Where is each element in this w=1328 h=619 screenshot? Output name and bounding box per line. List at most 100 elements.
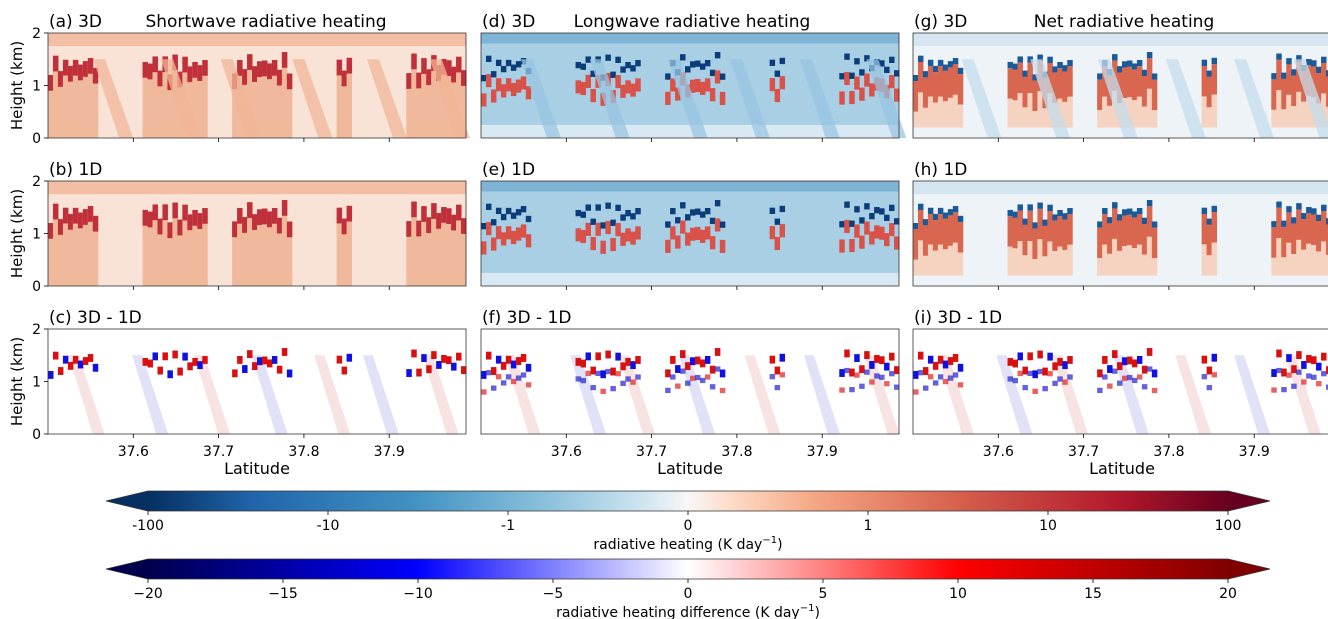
cloud-top-cooling [913,75,919,82]
cloud-top-difference [62,355,69,364]
cloud-top-difference [87,354,94,362]
cloud-layer-heating [1316,73,1322,104]
cloud-layer-heating [952,212,959,243]
cloud-base-difference [485,370,492,376]
cloud-base-difference [1037,368,1043,375]
cloud-top-heating [276,69,283,86]
cloud-top-difference [1102,355,1108,364]
cloud-top-cooling [932,65,939,73]
cloud-top-cooling [1052,66,1058,73]
cloud-column [242,217,248,286]
cloud-top-cooling [1286,58,1292,65]
cloud-top-cooling [515,209,522,216]
colorbar-tick-label: -100 [132,518,164,534]
cloud-column [67,65,74,138]
cloud-layer-heating [1281,78,1287,110]
cloud-top-cooling [937,207,944,215]
cloud-top-cooling [580,63,586,70]
cloud-top-cooling [505,207,512,215]
cloud-base-difference [590,384,596,391]
cloud-layer-heating [1042,225,1048,257]
cloud-base-difference [675,383,681,389]
shadow-streak [292,59,333,138]
cloud-top-difference [1131,359,1138,368]
cloud-top-difference [839,369,845,377]
cloud-top-difference [595,352,601,361]
cloud-top-heating [187,214,193,231]
cloud-top-heating [147,211,153,228]
cloud-column [436,213,442,286]
field-top-layer [913,181,1328,195]
cloud-top-cooling [927,59,934,67]
shadow-streak [220,59,261,138]
sub-cloud-heating [1146,236,1153,276]
cloud-top-heating [202,208,208,224]
cloud-layer-heating [1296,209,1302,240]
cloud-layer-heating [1131,69,1138,101]
panel-b [47,180,467,287]
sub-cloud-heating [1201,244,1208,276]
cloud-base-heating [505,78,512,92]
cloud-base-difference [1311,374,1317,380]
cloud-top-cooling [769,59,776,66]
cloud-top-cooling [879,208,885,215]
cloud-top-cooling [1211,57,1218,65]
sub-cloud-heating [1276,90,1282,128]
cloud-base-difference [844,367,850,374]
cloud-top-difference [431,351,437,360]
y-tick-label: 1 [32,79,41,95]
cloud-base-heating [635,226,641,240]
cloud-top-cooling [942,64,949,71]
sub-cloud-heating [937,244,944,276]
cloud-top-heating [346,205,353,222]
cloud-top-heating [436,213,442,229]
cloud-base-heating [690,79,696,93]
field-top-layer [913,33,1328,47]
sub-cloud-heating [1102,244,1108,276]
cloud-column [446,208,452,286]
cloud-top-cooling [605,202,611,209]
cloud-layer-heating [1052,220,1058,252]
cloud-column [162,56,168,138]
cloud-column [456,56,462,139]
difference-streak [251,355,288,434]
cloud-top-cooling [600,222,606,229]
cloud-top-difference [77,360,84,369]
cloud-top-cooling [490,219,497,226]
sub-cloud-heating [1102,96,1108,128]
cloud-top-cooling [1007,61,1014,69]
cloud-top-difference [1281,368,1287,377]
cloud-top-difference [57,367,64,375]
cloud-top-heating [167,222,173,239]
cloud-layer-heating [1126,66,1133,98]
cloud-top-difference [1032,370,1038,379]
cloud-column [232,73,238,138]
shadow-streak [961,59,1002,138]
cloud-layer-heating [1007,216,1014,247]
panel-label: (f) 3D - 1D [482,308,571,328]
sub-cloud-heating [1271,257,1277,276]
panel-label: (a) 3D [49,12,102,32]
sub-cloud-heating [1022,255,1028,276]
cloud-base-difference [1126,374,1133,381]
sub-cloud-heating [1042,256,1048,276]
y-axis-label: Height (km) [8,41,26,130]
cloud-top-cooling [957,215,964,223]
cloud-top-cooling [1321,204,1327,212]
cloud-base-heating [864,73,870,87]
shadow-streak [367,59,408,138]
cloud-column [142,209,149,286]
cloud-column [461,218,467,286]
cloud-top-cooling [1097,221,1103,228]
cloud-base-difference [1047,371,1053,377]
panel-label: (b) 1D [49,160,102,180]
cloud-base-difference [942,378,949,385]
cloud-base-difference [665,387,671,394]
cloud-base-difference [615,371,621,377]
cloud-column [48,75,54,138]
cloud-layer-heating [913,81,919,112]
sub-cloud-heating [1017,93,1023,128]
cloud-base-heating [590,88,596,103]
x-tick-label: 37.9 [374,444,405,460]
cloud-top-cooling [595,204,601,211]
